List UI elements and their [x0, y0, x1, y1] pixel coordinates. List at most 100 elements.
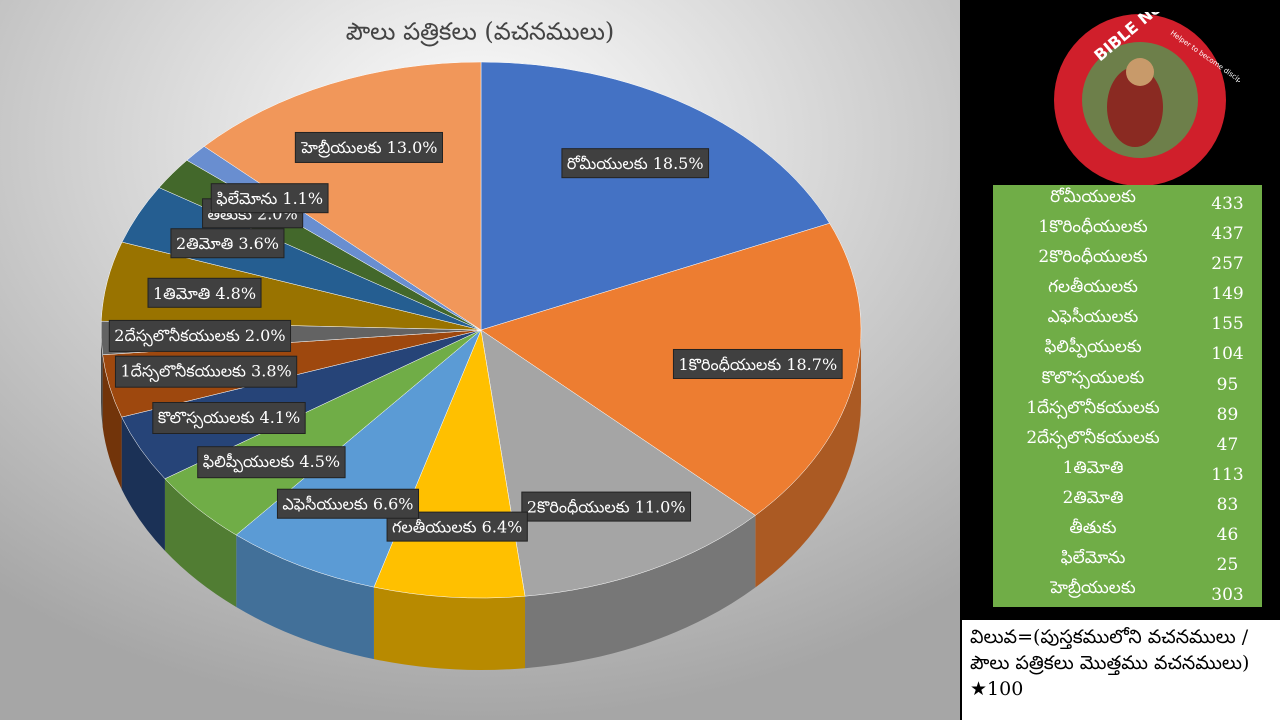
book-name: హెబ్రీయులకు — [1050, 578, 1136, 599]
data-label: రోమీయులకు 18.5% — [561, 148, 710, 179]
verse-count: 257 — [1211, 254, 1244, 275]
data-label-box — [276, 488, 420, 519]
book-name: ఎఫెసీయులకు — [1047, 307, 1139, 328]
data-label: 1తిమోతి 4.8% — [147, 277, 262, 308]
category-label: 2దేస్సలొనీకయులకు — [114, 325, 240, 346]
value-label: 11.0% — [635, 497, 686, 516]
data-label-text: ఎఫెసీయులకు 6.6% — [282, 494, 413, 513]
data-label-text: ఫిలేమోను 1.1% — [216, 189, 323, 208]
category-label: 2కొరింధీయులకు — [527, 497, 630, 516]
verse-count: 149 — [1211, 284, 1244, 305]
table-row: 1తిమోతి 113 — [993, 456, 1262, 486]
book-name: 1తిమోతి — [1062, 457, 1124, 478]
data-label: 2తిమోతి 3.6% — [170, 228, 285, 259]
data-label: గలతీయులకు 6.4% — [386, 511, 528, 542]
table-row: ఎఫెసీయులకు 155 — [993, 305, 1262, 335]
verse-count: 104 — [1211, 344, 1244, 365]
table-row: 1కొరింధీయులకు 437 — [993, 215, 1262, 245]
logo-figure — [1107, 67, 1163, 147]
data-label: హెబ్రీయులకు 13.0% — [294, 131, 443, 163]
verse-count: 113 — [1211, 464, 1244, 485]
value-label: 6.6% — [373, 494, 414, 513]
category-label: ఎఫెసీయులకు — [282, 494, 367, 513]
book-name: గలతీయులకు — [1048, 277, 1138, 298]
slice-side — [102, 354, 122, 490]
data-label-box — [170, 228, 285, 259]
slice-side — [101, 330, 103, 427]
data-label-box — [147, 277, 262, 308]
data-label-text: 1దేస్సలొనీకయులకు 3.8% — [120, 361, 291, 382]
category-label: రోమీయులకు — [567, 154, 648, 173]
data-label: ఫిలిప్పీయులకు 4.5% — [197, 446, 346, 479]
value-label: 18.7% — [786, 354, 837, 373]
data-label: 1దేస్సలొనీకయులకు 3.8% — [114, 355, 298, 388]
category-label: ఫిలేమోను — [216, 189, 277, 208]
data-label-text: హెబ్రీయులకు 13.0% — [300, 137, 437, 157]
value-label: 4.5% — [299, 452, 340, 471]
data-label-text: 2కొరింధీయులకు 11.0% — [527, 497, 686, 516]
verse-count: 25 — [1216, 555, 1239, 576]
table-row: 2తిమోతి 83 — [993, 486, 1262, 516]
table-row: గలతీయులకు 149 — [993, 275, 1262, 305]
slice-side — [121, 417, 165, 551]
data-label-box — [294, 131, 443, 163]
data-label-box — [521, 491, 692, 522]
value-label: 3.8% — [251, 361, 292, 380]
data-label: 2దేస్సలొనీకయులకు 2.0% — [108, 319, 292, 352]
slice-side — [164, 478, 237, 607]
data-label-box — [197, 446, 346, 479]
category-label: 1తిమోతి — [153, 283, 210, 302]
category-label: 1దేస్సలొనీకయులకు — [120, 361, 246, 382]
slice — [480, 329, 756, 597]
book-name: కొలొస్సయులకు — [1041, 367, 1145, 388]
logo: BIBLE Nestam Helper to become disciple o… — [1054, 12, 1240, 186]
value-label: 4.8% — [215, 283, 256, 302]
category-label: గలతీయులకు — [392, 517, 477, 536]
verse-count: 155 — [1211, 314, 1244, 335]
note: విలువ=(పుస్తకములోని వచనములు / పౌలు పత్రి… — [962, 620, 1280, 720]
data-label-text: కొలొస్సయులకు 4.1% — [158, 408, 300, 429]
data-label: ఎఫెసీయులకు 6.6% — [276, 488, 420, 519]
value-label: 2.0% — [245, 325, 286, 344]
verse-count: 303 — [1211, 585, 1244, 606]
book-name: తీతుకు — [1069, 518, 1117, 539]
table-row: రోమీయులకు 433 — [993, 185, 1262, 215]
slice-side — [236, 534, 374, 660]
chart: పౌలు పత్రికలు (వచనములు) రోమీయులకు 18.5% 1… — [0, 0, 960, 720]
value-label: 4.1% — [260, 408, 301, 427]
slice — [203, 61, 482, 331]
verse-count: 46 — [1216, 525, 1239, 546]
slice — [235, 329, 482, 588]
table-row: 1దేస్సలొనీకయులకు 89 — [993, 396, 1262, 426]
table-row: ఫిలేమోను 25 — [993, 546, 1262, 576]
book-name: రోమీయులకు — [1050, 187, 1136, 207]
book-name: 2కొరింధీయులకు — [1038, 247, 1148, 268]
value-label: 3.6% — [238, 234, 279, 253]
category-label: హెబ్రీయులకు — [300, 137, 381, 157]
data-label-text: 2తిమోతి 3.6% — [176, 234, 279, 253]
category-label: 2తిమోతి — [176, 234, 233, 253]
data-label-text: 1తిమోతి 4.8% — [153, 283, 256, 302]
category-label: 1కొరింధీయులకు — [678, 354, 781, 373]
data-label-text: 2దేస్సలొనీకయులకు 2.0% — [114, 325, 285, 346]
slice-side — [755, 330, 861, 588]
category-label: ఫిలిప్పీయులకు — [203, 452, 295, 473]
table-row: ఫిలిప్పీయులకు 104 — [993, 335, 1262, 365]
data-label-text: గలతీయులకు 6.4% — [392, 517, 522, 536]
book-name: 2తిమోతి — [1062, 487, 1124, 508]
verse-count: 47 — [1216, 434, 1239, 455]
data-label: ఫిలేమోను 1.1% — [210, 183, 329, 214]
verse-count: 95 — [1216, 374, 1239, 395]
data-label-text: రోమీయులకు 18.5% — [567, 154, 704, 173]
verse-count: 433 — [1211, 194, 1244, 214]
data-label-box — [210, 183, 329, 214]
category-label: కొలొస్సయులకు — [158, 408, 255, 429]
verse-count: 89 — [1216, 404, 1239, 425]
verse-count: 437 — [1211, 224, 1244, 245]
table-row: హెబ్రీయులకు 303 — [993, 576, 1262, 606]
chart-title: పౌలు పత్రికలు (వచనములు) — [346, 18, 615, 47]
book-name: ఫిలిప్పీయులకు — [1044, 337, 1142, 358]
value-label: 6.4% — [482, 517, 523, 536]
slice-side — [373, 587, 526, 670]
